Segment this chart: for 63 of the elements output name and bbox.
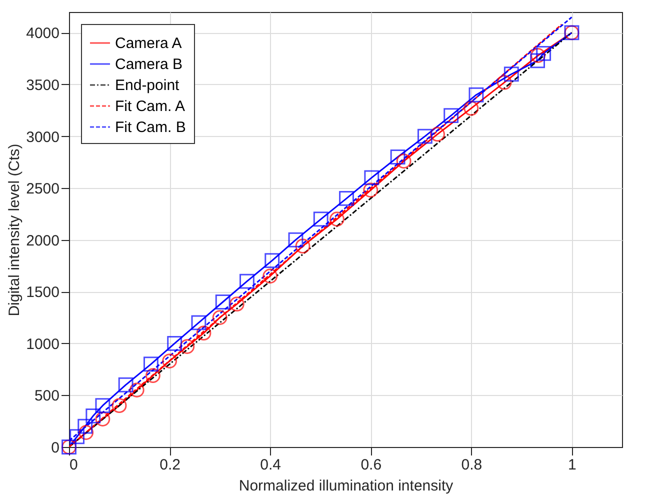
point: [530, 53, 545, 68]
point: [180, 339, 195, 354]
point: [86, 408, 101, 424]
y-tick-label: 2000: [26, 232, 60, 250]
point: [196, 326, 212, 341]
point: [78, 425, 94, 440]
point: [295, 238, 310, 254]
x-tick-label: 0: [70, 456, 78, 474]
point: [417, 128, 432, 144]
point: [191, 315, 206, 330]
point: [464, 100, 479, 116]
point: [496, 74, 512, 90]
point: [288, 232, 304, 248]
x-tick-label: 0.6: [360, 456, 382, 474]
y-tick-label: 500: [34, 388, 60, 405]
y-tick-label: 2500: [26, 180, 60, 198]
y-tick-label: 1000: [26, 336, 60, 353]
point: [112, 398, 127, 414]
x-axis-title: Normalized illumination intensity: [238, 478, 454, 494]
x-tick-label: 0.8: [461, 456, 482, 474]
y-axis-title: Digital intensity level (Cts): [6, 144, 24, 316]
x-tick-label: 0.4: [260, 456, 282, 474]
point: [95, 398, 110, 414]
x-tick-label: 0.2: [160, 456, 180, 474]
point: [329, 212, 344, 227]
legend-label: Camera B: [115, 56, 183, 73]
point: [118, 377, 134, 392]
y-tick-label: 1500: [26, 284, 60, 302]
point: [167, 336, 182, 351]
x-tick-label: 1: [568, 456, 576, 474]
point: [70, 429, 84, 444]
point: [129, 382, 144, 398]
point: [143, 356, 158, 372]
point: [240, 274, 254, 289]
y-tick-label: 0: [51, 440, 60, 456]
legend-label: Fit Cam. B: [115, 119, 186, 136]
point: [339, 190, 354, 206]
legend-label: Fit Cam. A: [115, 98, 186, 115]
point: [390, 150, 406, 164]
y-tick-label: 3500: [26, 77, 60, 94]
point: [430, 126, 445, 142]
point: [95, 412, 110, 426]
point: [396, 154, 412, 169]
y-tick-label: 4000: [26, 25, 60, 42]
point: [504, 66, 519, 82]
point: [530, 48, 546, 63]
point: [468, 87, 484, 102]
point: [444, 108, 459, 124]
point: [264, 253, 280, 268]
point: [162, 354, 178, 368]
point: [262, 268, 278, 284]
point: [364, 170, 380, 186]
point: [363, 182, 378, 198]
point: [229, 296, 244, 312]
point: [78, 418, 93, 434]
legend-label: End-point: [115, 77, 180, 94]
point: [313, 212, 328, 227]
point: [536, 46, 552, 61]
point: [212, 310, 228, 325]
legend-label: Camera A: [115, 35, 182, 52]
point: [145, 368, 160, 383]
y-tick-label: 3000: [26, 128, 60, 146]
point: [215, 294, 230, 310]
